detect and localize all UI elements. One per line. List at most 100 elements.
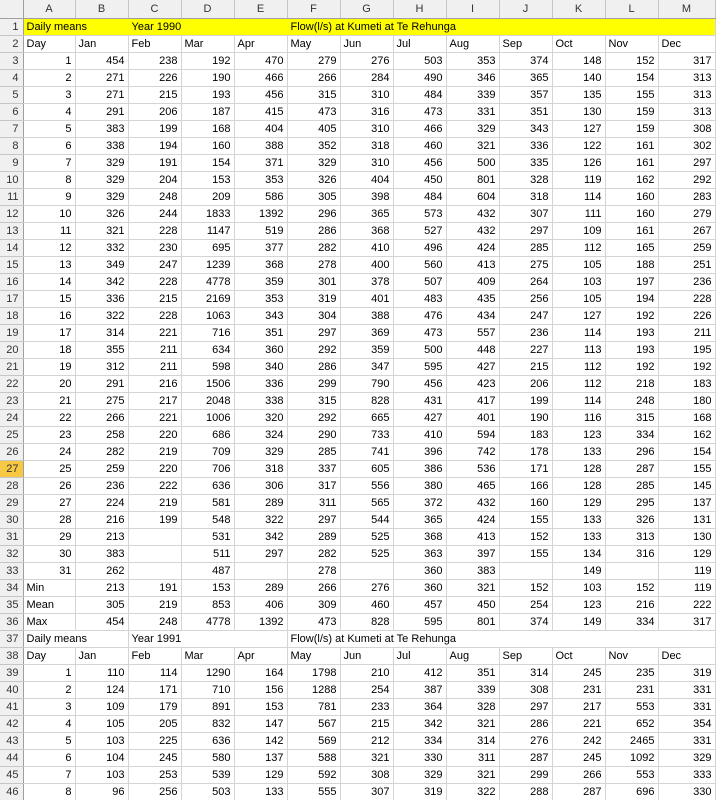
cell-b11[interactable]: 329 [75, 188, 129, 206]
cell-e23[interactable]: 338 [234, 392, 288, 410]
cell-g9[interactable]: 310 [340, 154, 394, 172]
cell-m33[interactable]: 119 [658, 562, 716, 580]
cell-g20[interactable]: 359 [340, 341, 394, 359]
cell-g25[interactable]: 733 [340, 426, 394, 444]
column-header-d[interactable]: D [181, 0, 235, 19]
cell-l9[interactable]: 161 [605, 154, 659, 172]
cell-g46[interactable]: 307 [340, 783, 394, 800]
cell-k32[interactable]: 134 [552, 545, 606, 563]
row-header-15[interactable]: 15 [0, 256, 24, 274]
cell-h2[interactable]: Jul [393, 35, 447, 53]
cell-g10[interactable]: 404 [340, 171, 394, 189]
cell-l20[interactable]: 193 [605, 341, 659, 359]
cell-c23[interactable]: 217 [128, 392, 182, 410]
cell-h45[interactable]: 329 [393, 766, 447, 784]
cell-a45[interactable]: 7 [23, 766, 76, 784]
row-header-44[interactable]: 44 [0, 749, 24, 767]
cell-a40[interactable]: 2 [23, 681, 76, 699]
column-header-b[interactable]: B [75, 0, 129, 19]
cell-l17[interactable]: 194 [605, 290, 659, 308]
cell-j9[interactable]: 335 [499, 154, 553, 172]
cell-h20[interactable]: 500 [393, 341, 447, 359]
cell-k10[interactable]: 119 [552, 171, 606, 189]
cell-h24[interactable]: 427 [393, 409, 447, 427]
cell-l46[interactable]: 696 [605, 783, 659, 800]
cell-h4[interactable]: 490 [393, 69, 447, 87]
cell-f45[interactable]: 592 [287, 766, 341, 784]
cell-l10[interactable]: 162 [605, 171, 659, 189]
cell-g17[interactable]: 401 [340, 290, 394, 308]
cell-g15[interactable]: 400 [340, 256, 394, 274]
cell-h5[interactable]: 484 [393, 86, 447, 104]
cell-b20[interactable]: 355 [75, 341, 129, 359]
cell-f12[interactable]: 296 [287, 205, 341, 223]
cell-i5[interactable]: 339 [446, 86, 500, 104]
cell-m2[interactable]: Dec [658, 35, 716, 53]
cell-c40[interactable]: 171 [128, 681, 182, 699]
cell-l30[interactable]: 326 [605, 511, 659, 529]
cell-m40[interactable]: 331 [658, 681, 716, 699]
cell-l12[interactable]: 160 [605, 205, 659, 223]
cell-l18[interactable]: 192 [605, 307, 659, 325]
cell-k38[interactable]: Oct [552, 647, 606, 665]
cell-k9[interactable]: 126 [552, 154, 606, 172]
cell-e28[interactable]: 306 [234, 477, 288, 495]
cell-a3[interactable]: 1 [23, 52, 76, 70]
cell-e8[interactable]: 388 [234, 137, 288, 155]
cell-j36[interactable]: 374 [499, 613, 553, 631]
cell-l31[interactable]: 313 [605, 528, 659, 546]
cell-c24[interactable]: 221 [128, 409, 182, 427]
cell-k8[interactable]: 122 [552, 137, 606, 155]
cell-d40[interactable]: 710 [181, 681, 235, 699]
cell-b30[interactable]: 216 [75, 511, 129, 529]
cell-i36[interactable]: 801 [446, 613, 500, 631]
cell-h40[interactable]: 387 [393, 681, 447, 699]
cell-e46[interactable]: 133 [234, 783, 288, 800]
cell-d31[interactable]: 531 [181, 528, 235, 546]
cell-c9[interactable]: 191 [128, 154, 182, 172]
cell-b45[interactable]: 103 [75, 766, 129, 784]
cell-d39[interactable]: 1290 [181, 664, 235, 682]
cell-f6[interactable]: 473 [287, 103, 341, 121]
cell-j22[interactable]: 206 [499, 375, 553, 393]
cell-k26[interactable]: 133 [552, 443, 606, 461]
cell-h22[interactable]: 456 [393, 375, 447, 393]
row-header-5[interactable]: 5 [0, 86, 24, 104]
cell-j39[interactable]: 314 [499, 664, 553, 682]
cell-e29[interactable]: 289 [234, 494, 288, 512]
cell-e9[interactable]: 371 [234, 154, 288, 172]
cell-b34[interactable]: 213 [75, 579, 129, 597]
row-header-12[interactable]: 12 [0, 205, 24, 223]
cell-b9[interactable]: 329 [75, 154, 129, 172]
cell-h30[interactable]: 365 [393, 511, 447, 529]
cell-d27[interactable]: 706 [181, 460, 235, 478]
cell-m13[interactable]: 267 [658, 222, 716, 240]
cell-i46[interactable]: 322 [446, 783, 500, 800]
cell-d16[interactable]: 4778 [181, 273, 235, 291]
cell-h25[interactable]: 410 [393, 426, 447, 444]
cell-f25[interactable]: 290 [287, 426, 341, 444]
row-header-11[interactable]: 11 [0, 188, 24, 206]
cell-e11[interactable]: 586 [234, 188, 288, 206]
cell-j41[interactable]: 297 [499, 698, 553, 716]
cell-k35[interactable]: 123 [552, 596, 606, 614]
cell-m28[interactable]: 145 [658, 477, 716, 495]
cell-g16[interactable]: 378 [340, 273, 394, 291]
cell-g13[interactable]: 368 [340, 222, 394, 240]
cell-k30[interactable]: 133 [552, 511, 606, 529]
cell-b39[interactable]: 110 [75, 664, 129, 682]
cell-g27[interactable]: 605 [340, 460, 394, 478]
cell-h39[interactable]: 412 [393, 664, 447, 682]
cell-i45[interactable]: 321 [446, 766, 500, 784]
cell-l44[interactable]: 1092 [605, 749, 659, 767]
cell-g34[interactable]: 276 [340, 579, 394, 597]
cell-b7[interactable]: 383 [75, 120, 129, 138]
cell-a9[interactable]: 7 [23, 154, 76, 172]
cell-c36[interactable]: 248 [128, 613, 182, 631]
cell-b21[interactable]: 312 [75, 358, 129, 376]
cell-b17[interactable]: 336 [75, 290, 129, 308]
cell-l16[interactable]: 197 [605, 273, 659, 291]
cell-i7[interactable]: 329 [446, 120, 500, 138]
cell-c22[interactable]: 216 [128, 375, 182, 393]
cell-k17[interactable]: 105 [552, 290, 606, 308]
